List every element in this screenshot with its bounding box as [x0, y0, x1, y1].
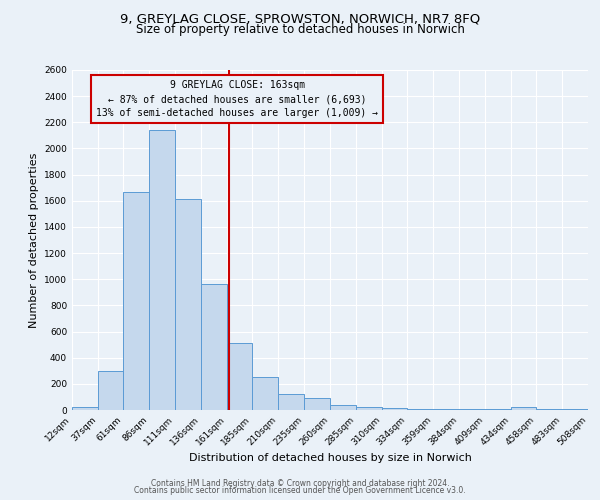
Bar: [562, 408, 588, 410]
Bar: [201, 284, 227, 410]
Bar: [98, 371, 123, 410]
Bar: [278, 394, 304, 410]
Bar: [330, 405, 356, 410]
Y-axis label: Number of detached properties: Number of detached properties: [29, 152, 38, 328]
Bar: [511, 406, 536, 410]
Bar: [175, 200, 201, 410]
Bar: [227, 344, 252, 410]
Text: Size of property relative to detached houses in Norwich: Size of property relative to detached ho…: [136, 22, 464, 36]
Bar: [356, 406, 382, 410]
Bar: [382, 408, 407, 410]
Bar: [536, 408, 562, 410]
Text: Contains public sector information licensed under the Open Government Licence v3: Contains public sector information licen…: [134, 486, 466, 495]
Bar: [149, 130, 175, 410]
X-axis label: Distribution of detached houses by size in Norwich: Distribution of detached houses by size …: [188, 452, 472, 462]
Bar: [485, 408, 511, 410]
Bar: [407, 408, 433, 410]
Text: Contains HM Land Registry data © Crown copyright and database right 2024.: Contains HM Land Registry data © Crown c…: [151, 478, 449, 488]
Bar: [304, 398, 330, 410]
Bar: [459, 408, 485, 410]
Text: 9 GREYLAG CLOSE: 163sqm
← 87% of detached houses are smaller (6,693)
13% of semi: 9 GREYLAG CLOSE: 163sqm ← 87% of detache…: [96, 80, 378, 118]
Bar: [72, 406, 98, 410]
Bar: [252, 378, 278, 410]
Text: 9, GREYLAG CLOSE, SPROWSTON, NORWICH, NR7 8FQ: 9, GREYLAG CLOSE, SPROWSTON, NORWICH, NR…: [120, 12, 480, 26]
Bar: [433, 408, 459, 410]
Bar: [123, 192, 149, 410]
